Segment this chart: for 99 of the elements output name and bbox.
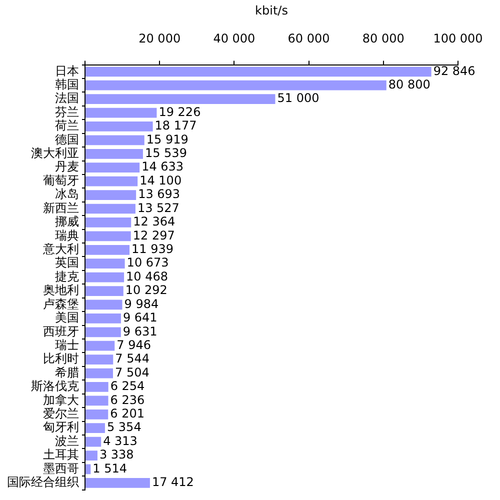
y-tick-label: 葡萄牙 bbox=[43, 173, 79, 188]
bar bbox=[86, 190, 136, 200]
data-label: 10 468 bbox=[126, 269, 168, 284]
data-label: 15 539 bbox=[144, 146, 187, 160]
data-label: 12 364 bbox=[133, 214, 176, 229]
bar bbox=[86, 327, 121, 338]
y-tick-label: 荷兰 bbox=[55, 118, 79, 133]
data-label: 11 939 bbox=[132, 242, 174, 256]
y-tick-label: 西班牙 bbox=[43, 324, 79, 338]
data-label: 92 846 bbox=[433, 64, 476, 78]
y-tick-label: 加拿大 bbox=[43, 392, 79, 407]
bar bbox=[86, 286, 124, 296]
y-tick-label: 墨西哥 bbox=[43, 461, 79, 476]
bar bbox=[86, 478, 150, 488]
bar bbox=[86, 122, 153, 132]
bar bbox=[86, 218, 132, 228]
data-label: 10 673 bbox=[126, 256, 169, 270]
y-tick-label: 斯洛伐克 bbox=[31, 379, 79, 394]
bar bbox=[86, 66, 432, 77]
y-tick-label: 国际经合组织 bbox=[7, 475, 79, 490]
data-label: 13 693 bbox=[138, 187, 180, 202]
y-tick-label: 新西兰 bbox=[43, 200, 79, 215]
data-label: 5 354 bbox=[106, 420, 142, 434]
x-tick-label: 80 000 bbox=[362, 32, 404, 46]
data-label: 9 984 bbox=[124, 296, 159, 311]
data-label: 14 100 bbox=[140, 173, 182, 188]
y-tick-label: 英国 bbox=[55, 256, 79, 270]
bar bbox=[86, 258, 125, 269]
y-tick-label: 日本 bbox=[55, 64, 79, 78]
data-label: 3 338 bbox=[99, 448, 134, 462]
data-label: 15 919 bbox=[146, 132, 188, 146]
bar bbox=[86, 94, 276, 104]
y-tick-label: 爱尔兰 bbox=[43, 406, 79, 421]
bar bbox=[86, 409, 108, 420]
y-tick-label: 挪威 bbox=[55, 214, 79, 229]
x-tick-label: 100 000 bbox=[433, 32, 483, 46]
bar bbox=[86, 176, 138, 186]
y-tick-label: 捷克 bbox=[55, 269, 79, 284]
x-axis-title: kbit/s bbox=[255, 3, 288, 18]
x-tick-label: 40 000 bbox=[213, 32, 256, 46]
y-tick-label: 土耳其 bbox=[43, 448, 79, 462]
y-tick-label: 法国 bbox=[55, 91, 79, 106]
data-label: 18 177 bbox=[154, 118, 197, 133]
bar bbox=[86, 108, 157, 118]
y-tick-label: 波兰 bbox=[55, 434, 79, 448]
bar bbox=[86, 354, 114, 364]
data-label: 4 313 bbox=[103, 434, 138, 448]
bar bbox=[86, 368, 113, 378]
y-tick-label: 匈牙利 bbox=[43, 420, 79, 434]
bar bbox=[86, 204, 136, 214]
data-label: 80 800 bbox=[388, 77, 430, 92]
data-label: 6 236 bbox=[110, 392, 145, 407]
y-tick-label: 卢森堡 bbox=[43, 296, 79, 311]
y-tick-label: 德国 bbox=[55, 132, 79, 146]
y-tick-label: 韩国 bbox=[55, 77, 79, 92]
y-tick-label: 美国 bbox=[55, 310, 79, 325]
data-label: 14 633 bbox=[142, 160, 184, 174]
data-label: 13 527 bbox=[137, 200, 180, 215]
data-label: 6 201 bbox=[110, 406, 144, 421]
y-tick-label: 比利时 bbox=[43, 352, 79, 366]
bar bbox=[86, 450, 98, 460]
bar bbox=[86, 244, 130, 255]
data-label: 1 514 bbox=[92, 461, 128, 476]
bar bbox=[86, 272, 124, 282]
data-label: 9 631 bbox=[122, 324, 158, 338]
y-tick-label: 希腊 bbox=[55, 365, 79, 380]
data-label: 7 504 bbox=[114, 365, 150, 380]
data-label: 7 544 bbox=[115, 352, 150, 366]
y-tick-label: 丹麦 bbox=[55, 160, 79, 174]
data-label: 12 297 bbox=[132, 228, 175, 242]
data-label: 10 292 bbox=[125, 283, 168, 298]
bar bbox=[86, 148, 143, 159]
y-tick-label: 澳大利亚 bbox=[31, 146, 79, 160]
y-tick-label: 瑞典 bbox=[55, 228, 79, 242]
bar bbox=[86, 313, 121, 324]
bar bbox=[86, 162, 140, 173]
y-tick-label: 瑞士 bbox=[55, 338, 79, 352]
y-tick-label: 芬兰 bbox=[55, 104, 79, 119]
bar bbox=[86, 231, 131, 242]
bar bbox=[86, 436, 102, 447]
bar bbox=[86, 396, 108, 406]
data-label: 7 946 bbox=[116, 338, 151, 352]
x-tick-label: 20 000 bbox=[138, 32, 181, 46]
y-tick-label: 奥地利 bbox=[43, 283, 79, 298]
bar bbox=[86, 423, 105, 434]
bar bbox=[86, 382, 108, 392]
data-label: 6 254 bbox=[110, 379, 145, 394]
y-tick-label: 冰岛 bbox=[55, 187, 79, 202]
bar bbox=[86, 464, 91, 474]
y-tick-label: 意大利 bbox=[42, 242, 79, 256]
data-label: 17 412 bbox=[152, 475, 194, 490]
x-tick-label: 60 000 bbox=[288, 32, 330, 46]
data-label: 9 641 bbox=[122, 310, 158, 325]
bar bbox=[86, 340, 115, 351]
bar bbox=[86, 135, 144, 146]
bar bbox=[86, 300, 122, 310]
data-label: 51 000 bbox=[277, 91, 320, 106]
bar bbox=[86, 80, 386, 90]
data-label: 19 226 bbox=[158, 104, 201, 119]
